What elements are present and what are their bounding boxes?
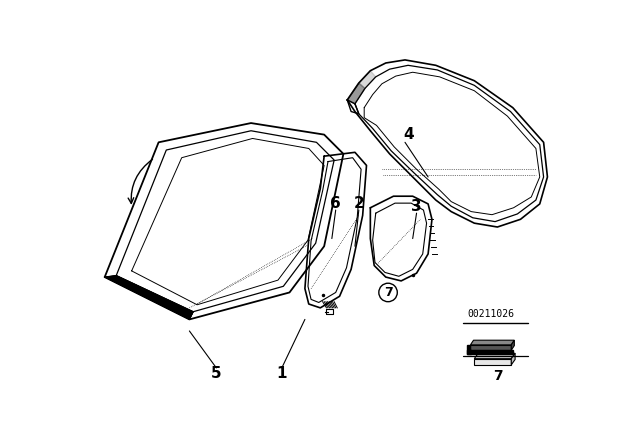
Polygon shape bbox=[511, 353, 515, 365]
Text: 3: 3 bbox=[412, 199, 422, 214]
Circle shape bbox=[379, 283, 397, 302]
Polygon shape bbox=[348, 83, 365, 104]
Text: 00211026: 00211026 bbox=[468, 309, 515, 319]
Polygon shape bbox=[511, 340, 515, 350]
Polygon shape bbox=[474, 353, 515, 359]
Polygon shape bbox=[470, 345, 511, 350]
Polygon shape bbox=[359, 71, 376, 88]
Text: 4: 4 bbox=[404, 127, 414, 142]
Polygon shape bbox=[467, 345, 470, 350]
Text: 7: 7 bbox=[384, 286, 392, 299]
Polygon shape bbox=[467, 350, 513, 354]
Polygon shape bbox=[470, 340, 515, 345]
Text: 6: 6 bbox=[330, 196, 341, 211]
Text: 1: 1 bbox=[276, 366, 287, 381]
Text: 2: 2 bbox=[353, 196, 364, 211]
Text: 5: 5 bbox=[211, 366, 221, 381]
Polygon shape bbox=[467, 350, 471, 354]
Text: 7: 7 bbox=[493, 369, 503, 383]
Polygon shape bbox=[474, 359, 511, 365]
